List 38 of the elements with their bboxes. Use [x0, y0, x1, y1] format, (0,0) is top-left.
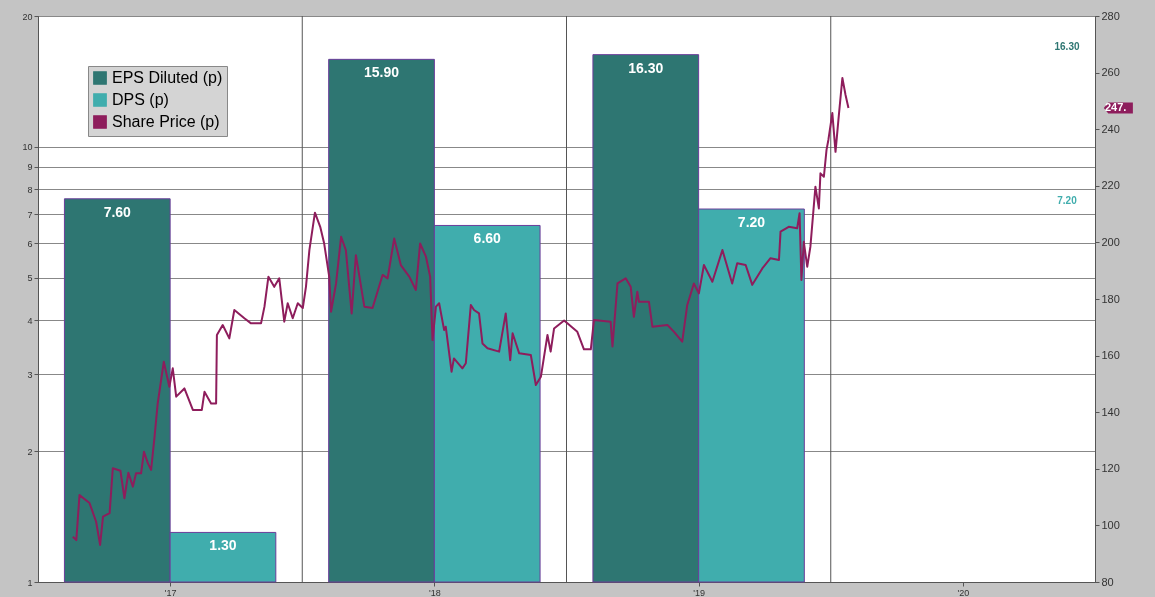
x-tick-label: '19 [693, 587, 705, 597]
legend-label: DPS (p) [112, 91, 169, 108]
y2-tick-label: 220 [1101, 179, 1120, 192]
y2-tick-label: 280 [1101, 9, 1120, 22]
data-label: 1.30 [209, 537, 237, 554]
y-tick-label: 20 [22, 11, 33, 22]
data-label: 7.20 [737, 214, 766, 231]
y-tick-label: 1 [27, 577, 33, 588]
y2-tick-label: 180 [1101, 292, 1120, 305]
y-tick-label: 6 [27, 238, 33, 249]
data-label: 7.60 [103, 203, 132, 220]
x-tick-label: '18 [429, 587, 441, 597]
legend-label: Share Price (p) [112, 113, 220, 130]
y2-tick-label: 100 [1101, 518, 1120, 531]
annotation: 7.20 [1057, 195, 1078, 207]
y2-tick-label: 140 [1101, 405, 1120, 418]
y2-tick-label: 200 [1101, 235, 1120, 248]
y2-tick-label: 240 [1101, 122, 1120, 135]
y-tick-label: 2 [27, 446, 33, 457]
data-label: 16.30 [628, 59, 664, 76]
y-tick-label: 10 [22, 142, 33, 153]
data-label: 15.90 [364, 64, 400, 81]
y-tick-label: 3 [27, 369, 33, 380]
y-tick-label: 7 [27, 209, 33, 220]
legend-label: EPS Diluted (p) [112, 69, 223, 86]
x-tick-label: '20 [957, 587, 970, 597]
y2-tick-label: 80 [1101, 575, 1114, 588]
y-tick-label: 5 [27, 273, 33, 284]
y2-tick-label: 120 [1101, 462, 1120, 475]
text: 247. [1105, 100, 1127, 113]
y2-tick-label: 160 [1101, 349, 1120, 362]
data-label: 6.60 [473, 230, 502, 247]
y-tick-label: 9 [27, 162, 33, 173]
y-tick-label: 4 [27, 315, 33, 326]
y2-tick-label: 260 [1101, 66, 1120, 79]
annotation: 16.30 [1054, 40, 1080, 52]
y-tick-label: 8 [27, 184, 33, 195]
x-tick-label: '17 [164, 587, 177, 597]
